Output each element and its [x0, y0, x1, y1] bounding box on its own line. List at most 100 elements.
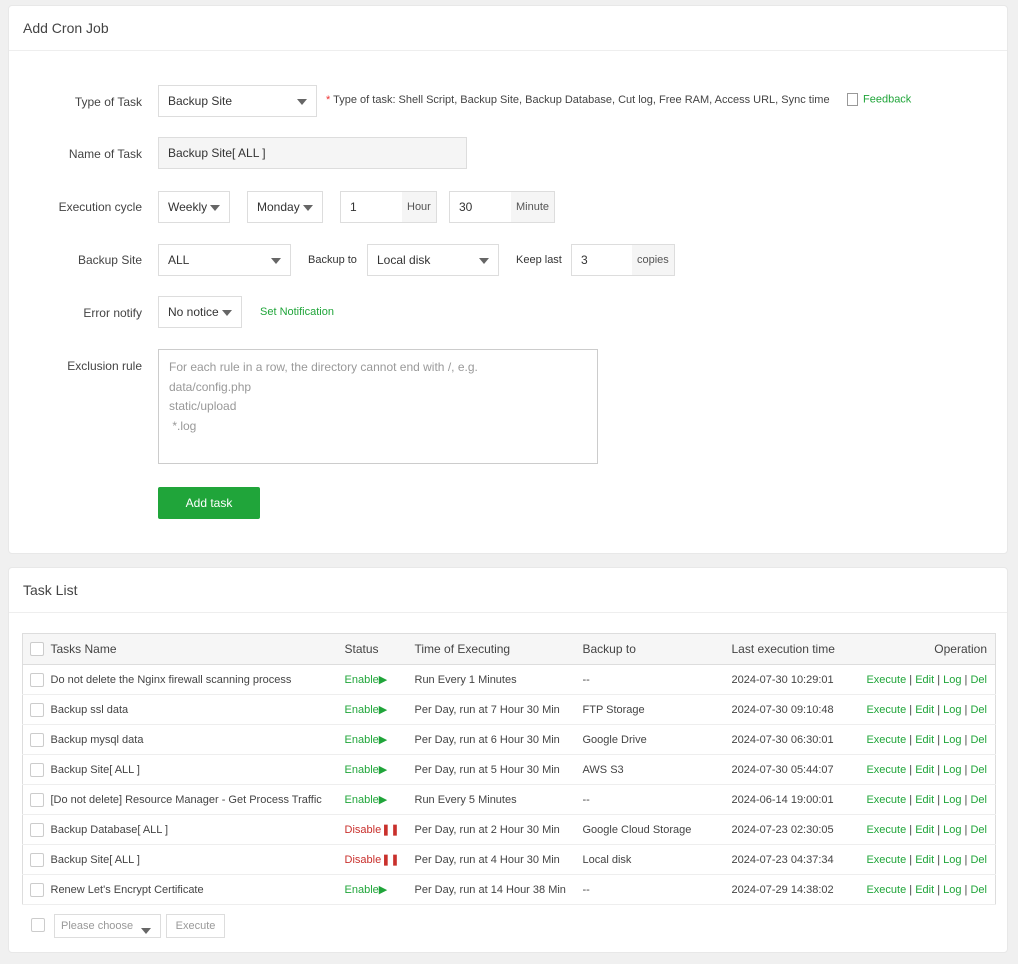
- backup-to-select[interactable]: Local disk: [367, 244, 499, 276]
- op-execute-link[interactable]: Execute: [866, 763, 907, 776]
- feedback-link[interactable]: Feedback: [847, 93, 911, 106]
- minute-input[interactable]: 30: [449, 191, 512, 223]
- exec-time: Per Day, run at 6 Hour 30 Min: [414, 724, 583, 755]
- row-checkbox[interactable]: [30, 852, 44, 867]
- op-log-link[interactable]: Log: [943, 763, 962, 776]
- op-log-link[interactable]: Log: [943, 793, 962, 806]
- status-toggle[interactable]: Disable❚❚: [344, 814, 415, 845]
- backup-site-label: Backup Site: [77, 253, 142, 267]
- op-del-link[interactable]: Del: [970, 823, 987, 836]
- cycle-select[interactable]: Weekly: [158, 191, 230, 223]
- status-toggle[interactable]: Enable▶: [344, 754, 415, 785]
- row-checkbox[interactable]: [30, 732, 44, 747]
- task-list-panel: Task List Tasks Name Status Time of Exec…: [8, 567, 1008, 953]
- table-row: Backup Site[ ALL ] Enable▶ Per Day, run …: [22, 754, 996, 785]
- operations: Execute | Edit | Log | Del: [853, 844, 996, 875]
- status-toggle[interactable]: Enable▶: [344, 664, 415, 695]
- status-text: Enable: [344, 764, 379, 776]
- op-del-link[interactable]: Del: [970, 883, 987, 896]
- backup-to: FTP Storage: [582, 694, 732, 725]
- row-checkbox[interactable]: [30, 822, 44, 837]
- last-exec: 2024-07-30 09:10:48: [731, 694, 854, 725]
- set-notification-link[interactable]: Set Notification: [260, 306, 334, 318]
- row-checkbox[interactable]: [30, 702, 44, 717]
- op-log-link[interactable]: Log: [943, 823, 962, 836]
- keep-input[interactable]: 3: [571, 244, 633, 276]
- table-row: Backup ssl data Enable▶ Per Day, run at …: [22, 694, 996, 725]
- op-edit-link[interactable]: Edit: [915, 823, 935, 836]
- op-del-link[interactable]: Del: [970, 703, 987, 716]
- op-log-link[interactable]: Log: [943, 673, 962, 686]
- table-row: Backup Site[ ALL ] Disable❚❚ Per Day, ru…: [22, 844, 996, 875]
- op-del-link[interactable]: Del: [970, 673, 987, 686]
- row-checkbox[interactable]: [30, 672, 44, 687]
- name-input[interactable]: Backup Site[ ALL ]: [158, 137, 467, 169]
- op-execute-link[interactable]: Execute: [866, 733, 907, 746]
- type-select[interactable]: Backup Site: [158, 85, 317, 117]
- op-log-link[interactable]: Log: [943, 703, 962, 716]
- row-checkbox[interactable]: [30, 762, 44, 777]
- status-toggle[interactable]: Enable▶: [344, 874, 415, 905]
- last-exec: 2024-07-30 06:30:01: [731, 724, 854, 755]
- status-toggle[interactable]: Enable▶: [344, 724, 415, 755]
- backup-to: Local disk: [582, 844, 732, 875]
- exec-time: Per Day, run at 7 Hour 30 Min: [414, 694, 583, 725]
- notify-select[interactable]: No notice: [158, 296, 242, 328]
- op-edit-link[interactable]: Edit: [915, 703, 935, 716]
- backup-site-select[interactable]: ALL: [158, 244, 291, 276]
- op-del-link[interactable]: Del: [970, 793, 987, 806]
- op-log-link[interactable]: Log: [943, 733, 962, 746]
- exclusion-label: Exclusion rule: [67, 359, 142, 373]
- task-name: Backup ssl data: [50, 694, 345, 725]
- op-edit-link[interactable]: Edit: [915, 763, 935, 776]
- op-log-link[interactable]: Log: [943, 853, 962, 866]
- play-icon: ▶: [378, 734, 388, 746]
- exec-time: Per Day, run at 5 Hour 30 Min: [414, 754, 583, 785]
- play-icon: ▶: [378, 764, 388, 776]
- status-toggle[interactable]: Enable▶: [344, 694, 415, 725]
- op-log-link[interactable]: Log: [943, 883, 962, 896]
- op-edit-link[interactable]: Edit: [915, 853, 935, 866]
- play-icon: ▶: [378, 884, 388, 896]
- batch-execute-button[interactable]: Execute: [166, 914, 225, 938]
- task-name: Backup Site[ ALL ]: [50, 754, 345, 785]
- op-execute-link[interactable]: Execute: [866, 883, 907, 896]
- op-edit-link[interactable]: Edit: [915, 673, 935, 686]
- add-cron-job-panel: Add Cron Job Type of Task Backup Site * …: [8, 5, 1008, 554]
- row-checkbox[interactable]: [30, 792, 44, 807]
- op-execute-link[interactable]: Execute: [866, 853, 907, 866]
- pause-icon: ❚❚: [381, 824, 400, 836]
- op-execute-link[interactable]: Execute: [866, 703, 907, 716]
- op-execute-link[interactable]: Execute: [866, 823, 907, 836]
- select-all-checkbox[interactable]: [30, 642, 44, 657]
- exec-time: Per Day, run at 14 Hour 38 Min: [414, 874, 583, 905]
- add-task-button[interactable]: Add task: [158, 487, 260, 519]
- required-star: *: [326, 94, 331, 106]
- row-checkbox[interactable]: [30, 882, 44, 897]
- operations: Execute | Edit | Log | Del: [853, 874, 996, 905]
- cycle-label: Execution cycle: [58, 200, 142, 214]
- exclusion-textarea[interactable]: For each rule in a row, the directory ca…: [158, 349, 598, 464]
- op-del-link[interactable]: Del: [970, 733, 987, 746]
- exec-time: Run Every 5 Minutes: [414, 784, 583, 815]
- backup-to-label: Backup to: [308, 254, 357, 266]
- op-del-link[interactable]: Del: [970, 763, 987, 776]
- status-toggle[interactable]: Disable❚❚: [344, 844, 415, 875]
- op-edit-link[interactable]: Edit: [915, 883, 935, 896]
- status-text: Enable: [344, 884, 379, 896]
- day-select[interactable]: Monday: [247, 191, 323, 223]
- notify-label: Error notify: [83, 306, 142, 320]
- op-edit-link[interactable]: Edit: [915, 733, 935, 746]
- op-edit-link[interactable]: Edit: [915, 793, 935, 806]
- op-execute-link[interactable]: Execute: [866, 673, 907, 686]
- table-row: Backup mysql data Enable▶ Per Day, run a…: [22, 724, 996, 755]
- op-del-link[interactable]: Del: [970, 853, 987, 866]
- batch-checkbox[interactable]: [31, 918, 45, 932]
- batch-select[interactable]: Please choose: [54, 914, 161, 938]
- status-text: Enable: [344, 794, 379, 806]
- col-operation: Operation: [853, 633, 996, 665]
- status-text: Disable: [344, 854, 382, 866]
- hour-input[interactable]: 1: [340, 191, 403, 223]
- op-execute-link[interactable]: Execute: [866, 793, 907, 806]
- status-toggle[interactable]: Enable▶: [344, 784, 415, 815]
